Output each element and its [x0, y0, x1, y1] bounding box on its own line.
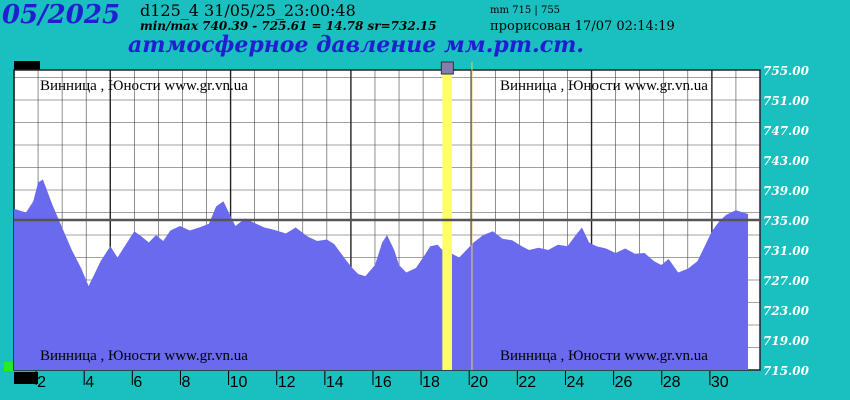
watermark-text: Винница , Юности www.gr.vn.ua: [500, 348, 708, 364]
x-tick-label: 20: [470, 374, 488, 391]
corner-marker-bottom: [14, 372, 38, 384]
x-tick-label: 8: [181, 374, 190, 391]
y-tick-label: 727.00: [763, 274, 810, 288]
x-tick-label: 12: [278, 374, 296, 391]
pressure-area: [14, 179, 748, 370]
watermark-text: Винница , Юности www.gr.vn.ua: [40, 78, 248, 94]
minmax-summary: min/max 740.39 - 725.61 = 14.78 sr=732.1…: [140, 19, 437, 33]
y-tick-label: 751.00: [763, 94, 810, 108]
y-tick-label: 739.00: [763, 184, 810, 198]
y-tick-label: 731.00: [763, 244, 810, 258]
y-tick-label: 735.00: [763, 214, 810, 228]
x-tick-label: 16: [374, 374, 392, 391]
y-axis: 755.00 751.00 747.00 743.00 739.00 735.00 731.…: [763, 64, 810, 378]
station-timestamp: d125_4 31/05/25_23:00:48: [140, 1, 356, 20]
y-tick-label: 723.00: [763, 304, 810, 318]
x-tick-label: 22: [518, 374, 536, 391]
y-tick-label: 747.00: [763, 124, 810, 138]
corner-marker-top: [14, 61, 40, 70]
green-marker: [4, 362, 13, 371]
y-tick-label: 715.00: [763, 364, 810, 378]
watermarks: Винница , Юности www.gr.vn.ua Винница , Ю…: [40, 78, 708, 364]
x-tick-label: 28: [663, 374, 681, 391]
x-tick-label: 30: [711, 374, 729, 391]
x-tick-label: 4: [85, 374, 94, 391]
drawn-timestamp: прорисован 17/07 02:14:19: [490, 19, 675, 34]
x-axis: 2 4 6 8 10 12 14 16 18 20 22 24 26 28 30: [35, 371, 729, 391]
x-tick-label: 24: [566, 374, 584, 391]
chart-title: атмосферное давление мм.рт.ст.: [128, 32, 585, 58]
range-note: mm 715 | 755: [490, 5, 561, 16]
x-tick-label: 10: [230, 374, 248, 391]
y-tick-label: 743.00: [763, 154, 810, 168]
watermark-text: Винница , Юности www.gr.vn.ua: [500, 78, 708, 94]
month-label: 05/2025: [2, 0, 121, 30]
x-tick-label: 14: [326, 374, 344, 391]
current-day-marker: [440, 61, 454, 75]
watermark-text: Винница , Юности www.gr.vn.ua: [40, 348, 248, 364]
x-tick-label: 6: [133, 374, 142, 391]
x-tick-label: 18: [422, 374, 440, 391]
y-tick-label: 719.00: [763, 334, 810, 348]
overlays: [14, 61, 760, 370]
x-tick-label: 2: [37, 374, 46, 391]
x-tick-label: 26: [615, 374, 633, 391]
pressure-series: [14, 179, 748, 370]
y-tick-label: 755.00: [763, 64, 810, 78]
